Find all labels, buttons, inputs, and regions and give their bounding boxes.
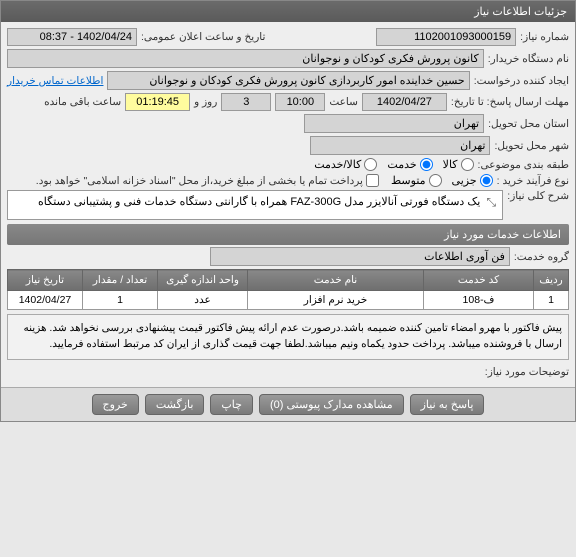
deadline-date: 1402/04/27 (362, 93, 447, 111)
radio-minor[interactable]: جزیی (452, 174, 493, 187)
city-value: تهران (310, 136, 490, 155)
announce-label: تاریخ و ساعت اعلان عمومی: (141, 31, 265, 43)
radio-goods-input[interactable] (461, 158, 474, 171)
content-area: شماره نیاز: 1102001093000159 تاریخ و ساع… (1, 22, 575, 387)
respond-button[interactable]: پاسخ به نیاز (410, 394, 485, 415)
th-unit: واحد اندازه گیری (158, 270, 248, 291)
req-no-value: 1102001093000159 (376, 28, 516, 46)
buyer-value: کانون پرورش فکری کودکان و نوجوانان (7, 49, 484, 68)
ptype-label: نوع فرآیند خرید : (497, 175, 569, 187)
cell-qty: 1 (83, 291, 158, 310)
radio-service-input[interactable] (420, 158, 433, 171)
province-value: تهران (304, 114, 484, 133)
notes-box: پیش فاکتور با مهرو امضاء تامین کننده ضمی… (7, 314, 569, 360)
cell-rownum: 1 (534, 291, 569, 310)
radio-goods[interactable]: کالا (443, 158, 474, 171)
table-header-row: ردیف کد خدمت نام خدمت واحد اندازه گیری ت… (8, 270, 569, 291)
radio-service[interactable]: خدمت (387, 158, 432, 171)
radio-medium-input[interactable] (429, 174, 442, 187)
category-label: طبقه بندی موضوعی: (478, 159, 569, 171)
window-title: جزئیات اطلاعات نیاز (474, 6, 567, 18)
exit-button[interactable]: خروج (92, 394, 139, 415)
titlebar: جزئیات اطلاعات نیاز (1, 1, 575, 22)
servicegroup-value: فن آوری اطلاعات (210, 247, 510, 266)
th-date: تاریخ نیاز (8, 270, 83, 291)
days-label: روز و (194, 96, 217, 108)
explain-label: توضیحات مورد نیاز: (485, 366, 569, 378)
radio-both-input[interactable] (364, 158, 377, 171)
services-table: ردیف کد خدمت نام خدمت واحد اندازه گیری ت… (7, 269, 569, 310)
radio-minor-input[interactable] (480, 174, 493, 187)
attachments-button[interactable]: مشاهده مدارک پیوستی (0) (259, 394, 404, 415)
gtitle-value: ⤡ یک دستگاه فورتی آنالایزر مدل FAZ-300G … (7, 190, 503, 220)
table-row[interactable]: 1 ف-108 خرید نرم افزار عدد 1 1402/04/27 (8, 291, 569, 310)
gtitle-label: شرح کلی نیاز: (507, 190, 569, 202)
req-no-label: شماره نیاز: (520, 31, 569, 43)
radio-medium[interactable]: متوسط (391, 174, 442, 187)
button-bar: پاسخ به نیاز مشاهده مدارک پیوستی (0) چاپ… (1, 387, 575, 421)
cell-code: ف-108 (424, 291, 534, 310)
announce-value: 1402/04/24 - 08:37 (7, 28, 137, 46)
category-radios: کالا خدمت کالا/خدمت (314, 158, 473, 171)
requester-value: حسین خداینده امور کاربردازی کانون پرورش … (107, 71, 469, 90)
th-name: نام خدمت (248, 270, 424, 291)
cell-date: 1402/04/27 (8, 291, 83, 310)
countdown: 01:19:45 (125, 93, 190, 111)
payment-note-check[interactable]: پرداخت تمام یا بخشی از مبلغ خرید،از محل … (36, 174, 379, 187)
resize-icon[interactable]: ⤡ (484, 195, 498, 209)
deadline-time: 10:00 (275, 93, 325, 111)
province-label: استان محل تحویل: (488, 118, 569, 130)
deadline-days: 3 (221, 93, 271, 111)
requester-label: ایجاد کننده درخواست: (474, 75, 569, 87)
back-button[interactable]: بازگشت (145, 394, 205, 415)
cell-name: خرید نرم افزار (248, 291, 424, 310)
buyer-label: نام دستگاه خریدار: (488, 53, 569, 65)
th-code: کد خدمت (424, 270, 534, 291)
payment-checkbox[interactable] (366, 174, 379, 187)
time-label: ساعت (329, 96, 358, 108)
city-label: شهر محل تحویل: (494, 140, 569, 152)
deadline-label: مهلت ارسال پاسخ: تا تاریخ: (451, 96, 569, 108)
radio-both[interactable]: کالا/خدمت (314, 158, 377, 171)
section-services-header: اطلاعات خدمات مورد نیاز (7, 224, 569, 245)
servicegroup-label: گروه خدمت: (514, 251, 569, 263)
remain-label: ساعت باقی مانده (44, 96, 121, 108)
cell-unit: عدد (158, 291, 248, 310)
th-qty: تعداد / مقدار (83, 270, 158, 291)
contact-link[interactable]: اطلاعات تماس خریدار (7, 75, 103, 87)
ptype-radios: جزیی متوسط (391, 174, 493, 187)
print-button[interactable]: چاپ (210, 394, 253, 415)
th-rownum: ردیف (534, 270, 569, 291)
payment-note: پرداخت تمام یا بخشی از مبلغ خرید،از محل … (36, 175, 363, 187)
dialog-window: جزئیات اطلاعات نیاز شماره نیاز: 11020010… (0, 0, 576, 422)
